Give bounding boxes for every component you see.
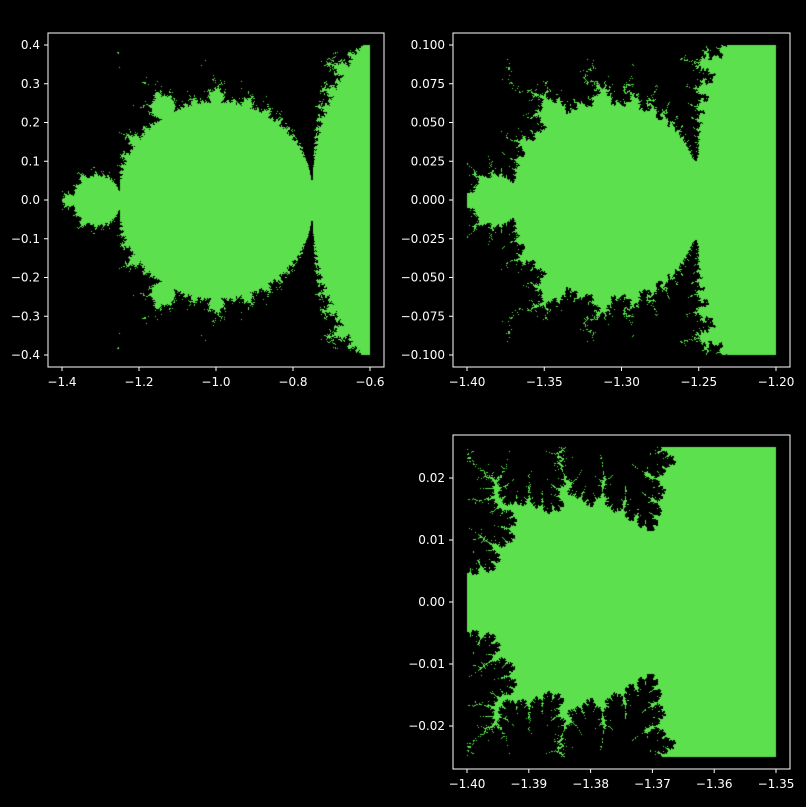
y-tick-label: 0.1 [21,154,40,168]
y-tick-label: 0.2 [21,116,40,130]
x-tick-label: −1.35 [526,375,563,389]
panel-2-plot-area [453,33,790,367]
panel-3-ticks: −1.40 −1.39 −1.38 −1.37 −1.36 −1.35 0.02 0.01 0.… [408,471,794,791]
x-tick-label: −1.2 [124,375,153,389]
panel-2-ticks: −1.40 −1.35 −1.30 −1.25 −1.20 0.100 0.075 0.050… [401,38,795,389]
y-tick-label: 0.01 [418,533,445,547]
y-tick-label: −0.025 [401,232,445,246]
panel-1-ticks: −1.4 −1.2 −1.0 −0.8 −0.6 0.4 0.3 0.2 0.1 0.0 −0.1 −… [11,38,385,389]
y-tick-label: −0.02 [408,719,445,733]
y-tick-label: 0.000 [411,193,445,207]
y-tick-label: 0.0 [21,193,40,207]
y-tick-label: −0.050 [401,271,445,285]
y-tick-label: 0.075 [411,77,445,91]
panel-1: −1.4 −1.2 −1.0 −0.8 −0.6 0.4 0.3 0.2 0.1 0.0 −0.1 −… [11,32,385,389]
y-tick-label: 0.3 [21,77,40,91]
panel-3-plot-area [453,435,790,769]
y-tick-label: 0.025 [411,154,445,168]
panel-2: −1.40 −1.35 −1.30 −1.25 −1.20 0.100 0.075 0.050… [401,32,795,389]
y-tick-label: 0.02 [418,471,445,485]
x-tick-label: −0.6 [355,375,384,389]
x-tick-label: −1.39 [510,777,547,791]
x-tick-label: −1.35 [758,777,795,791]
y-tick-label: −0.1 [11,232,40,246]
y-tick-label: 0.00 [418,595,445,609]
x-tick-label: −1.37 [634,777,671,791]
x-tick-label: −1.4 [47,375,76,389]
y-tick-label: −0.100 [401,348,445,362]
x-tick-label: −1.36 [696,777,733,791]
y-tick-label: −0.4 [11,348,40,362]
x-tick-label: −1.38 [572,777,609,791]
y-tick-label: 0.4 [21,38,40,52]
x-tick-label: −1.0 [201,375,230,389]
panel-1-plot-area [48,33,384,367]
x-tick-label: −1.25 [680,375,717,389]
panel-3: −1.40 −1.39 −1.38 −1.37 −1.36 −1.35 0.02 0.01 0.… [408,434,794,791]
x-tick-label: −0.8 [278,375,307,389]
x-tick-label: −1.30 [603,375,640,389]
y-tick-label: −0.075 [401,309,445,323]
y-tick-label: 0.100 [411,38,445,52]
y-tick-label: −0.3 [11,309,40,323]
x-tick-label: −1.40 [449,777,486,791]
y-tick-label: −0.2 [11,271,40,285]
x-tick-label: −1.40 [449,375,486,389]
y-tick-label: −0.01 [408,657,445,671]
y-tick-label: 0.050 [411,116,445,130]
x-tick-label: −1.20 [758,375,795,389]
